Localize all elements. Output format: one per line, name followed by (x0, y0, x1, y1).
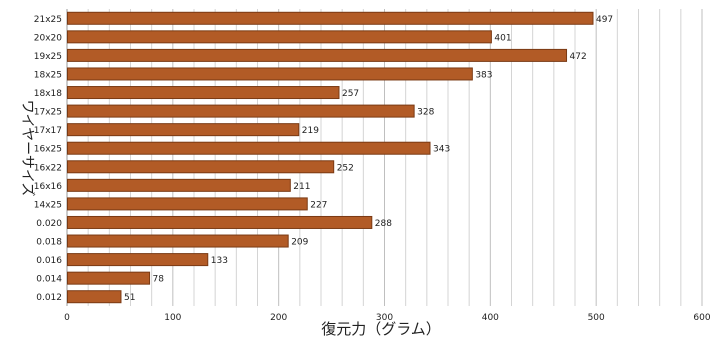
category-label: 0.018 (36, 238, 62, 248)
bar (67, 104, 415, 118)
bar-value-label: 78 (153, 275, 165, 285)
bar (67, 48, 568, 62)
bar-value-label: 257 (342, 89, 359, 99)
bar (67, 30, 492, 44)
bar-value-label: 343 (433, 145, 450, 155)
bar (67, 197, 308, 211)
x-tick-label: 100 (164, 313, 181, 323)
bar (67, 271, 151, 285)
bar (67, 141, 431, 155)
category-label: 0.014 (36, 275, 62, 285)
bar (67, 160, 335, 174)
x-tick-label: 400 (482, 313, 499, 323)
bar (67, 123, 300, 137)
bars (67, 11, 594, 304)
bar-value-label: 497 (596, 15, 613, 25)
bar-value-label: 133 (211, 256, 228, 266)
x-tick-label: 200 (270, 313, 287, 323)
category-label: 21x25 (34, 15, 62, 25)
x-tick-labels: 0 100 200 300 400 500 600 (64, 313, 711, 323)
category-label: 18x25 (34, 70, 62, 80)
category-label: 14x25 (34, 200, 62, 210)
bar (67, 178, 291, 192)
bar-value-label: 401 (494, 33, 511, 43)
bar-value-label: 472 (570, 52, 587, 62)
bar (67, 11, 594, 25)
y-axis-title: ワイヤーサイズ (19, 100, 35, 197)
bar (67, 215, 373, 229)
category-label: 16x22 (34, 163, 62, 173)
bar (67, 86, 340, 100)
bar (67, 67, 473, 81)
bar-value-label: 219 (302, 126, 319, 136)
category-label: 18x18 (34, 89, 63, 99)
bar-value-label: 227 (310, 200, 327, 210)
category-label: 16x25 (34, 145, 62, 155)
bar-value-label: 288 (375, 219, 392, 229)
bar (67, 290, 122, 304)
category-label: 0.016 (36, 256, 62, 266)
category-label: 19x25 (34, 52, 62, 62)
x-tick-label: 500 (588, 313, 605, 323)
bar-value-label: 209 (291, 238, 308, 248)
x-axis-title: 復元力（グラム） (321, 320, 441, 338)
bar-value-label: 328 (417, 108, 434, 118)
bar-value-label: 51 (124, 293, 135, 303)
bar-value-label: 252 (337, 163, 354, 173)
bar (67, 234, 289, 248)
x-tick-label: 0 (64, 313, 70, 323)
category-label: 17x17 (34, 126, 62, 136)
category-label: 20x20 (34, 33, 63, 43)
category-labels: 21x25 20x20 19x25 18x25 18x18 17x25 17x17 16x25… (34, 15, 63, 303)
bar-value-label: 211 (293, 182, 310, 192)
x-tick-label: 600 (693, 313, 710, 323)
category-label: 0.012 (36, 293, 62, 303)
bar (67, 253, 209, 267)
category-label: 0.020 (36, 219, 62, 229)
x-tick-label: 300 (376, 313, 393, 323)
category-label: 17x25 (34, 108, 62, 118)
category-label: 16x16 (34, 182, 63, 192)
bar-value-label: 383 (475, 70, 492, 80)
